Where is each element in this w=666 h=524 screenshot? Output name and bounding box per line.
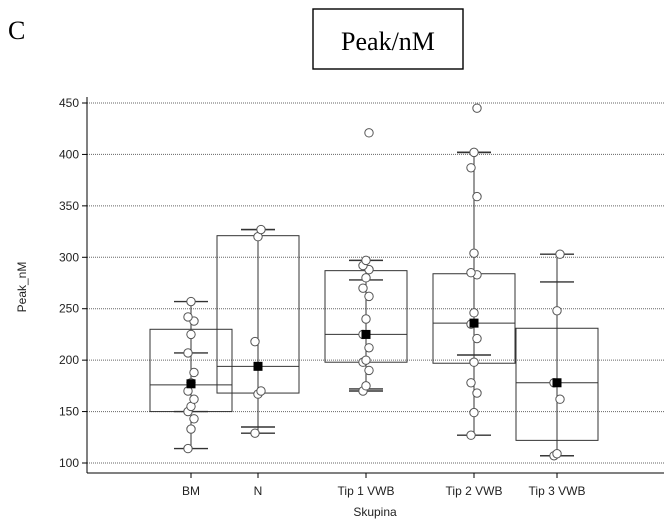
y-tick-label: 250 bbox=[59, 302, 79, 316]
x-tick-label: Tip 2 VWB bbox=[446, 484, 503, 498]
box-group bbox=[149, 296, 233, 454]
box-group bbox=[432, 103, 516, 440]
data-point bbox=[186, 296, 196, 307]
data-point bbox=[361, 355, 371, 365]
y-tick-label: 350 bbox=[59, 199, 79, 213]
data-point bbox=[364, 291, 374, 302]
data-point bbox=[472, 333, 482, 344]
data-point bbox=[358, 283, 368, 293]
y-tick-label: 300 bbox=[59, 250, 79, 264]
y-tick-label: 100 bbox=[59, 456, 79, 470]
title-box bbox=[312, 8, 464, 70]
y-axis-ticks: 100 150 200 250 300 350 400 450 bbox=[59, 96, 87, 470]
y-tick-label: 400 bbox=[59, 147, 79, 161]
data-point bbox=[555, 249, 565, 259]
boxes bbox=[149, 103, 599, 461]
x-tick-label: Tip 1 VWB bbox=[338, 484, 395, 498]
mean-marker bbox=[361, 329, 371, 339]
data-point bbox=[466, 378, 476, 388]
data-point bbox=[472, 191, 482, 202]
panel-letter: C bbox=[8, 16, 25, 45]
data-point bbox=[552, 449, 562, 459]
chart-title: Peak/nM bbox=[341, 27, 435, 56]
data-point bbox=[189, 414, 199, 424]
data-point bbox=[466, 268, 476, 278]
y-tick-label: 150 bbox=[59, 405, 79, 419]
data-point bbox=[555, 394, 565, 404]
data-point bbox=[186, 329, 196, 340]
data-point bbox=[183, 443, 193, 454]
data-point bbox=[256, 386, 266, 396]
data-point bbox=[189, 394, 199, 404]
data-point bbox=[361, 381, 371, 391]
x-tick-label: N bbox=[254, 484, 263, 498]
mean-marker bbox=[552, 378, 562, 388]
data-point bbox=[364, 343, 374, 353]
y-axis-label: Peak_nM bbox=[15, 262, 29, 313]
data-point bbox=[466, 163, 476, 173]
y-tick-label: 200 bbox=[59, 353, 79, 367]
data-point bbox=[469, 147, 479, 158]
data-point bbox=[472, 388, 482, 398]
box-group bbox=[216, 224, 300, 438]
data-point bbox=[361, 255, 371, 266]
data-point bbox=[469, 407, 479, 418]
data-point bbox=[364, 128, 374, 138]
mean-marker bbox=[469, 318, 479, 328]
x-tick-label: Tip 3 VWB bbox=[529, 484, 586, 498]
data-point bbox=[469, 248, 479, 258]
data-point bbox=[466, 430, 476, 440]
data-point bbox=[256, 224, 266, 235]
data-point bbox=[469, 308, 479, 318]
y-tick-label: 450 bbox=[59, 96, 79, 110]
gridlines bbox=[87, 102, 664, 464]
data-point bbox=[250, 428, 260, 438]
data-point bbox=[361, 314, 371, 324]
box bbox=[515, 327, 599, 441]
x-axis-ticks: BM N Tip 1 VWB Tip 2 VWB Tip 3 VWB bbox=[182, 473, 585, 498]
x-tick-label: BM bbox=[182, 484, 200, 498]
data-point bbox=[361, 273, 371, 283]
data-point bbox=[183, 312, 193, 322]
mean-marker bbox=[186, 379, 196, 389]
x-axis-label: Skupina bbox=[353, 505, 397, 519]
data-point bbox=[250, 336, 260, 347]
data-point bbox=[472, 103, 482, 113]
data-point bbox=[469, 357, 479, 367]
data-point bbox=[364, 365, 374, 376]
mean-marker bbox=[253, 361, 263, 371]
data-point bbox=[186, 424, 196, 434]
box-group bbox=[324, 128, 408, 396]
box-group bbox=[515, 249, 599, 461]
data-point bbox=[189, 367, 199, 378]
data-point bbox=[183, 348, 193, 358]
data-point bbox=[552, 306, 562, 316]
